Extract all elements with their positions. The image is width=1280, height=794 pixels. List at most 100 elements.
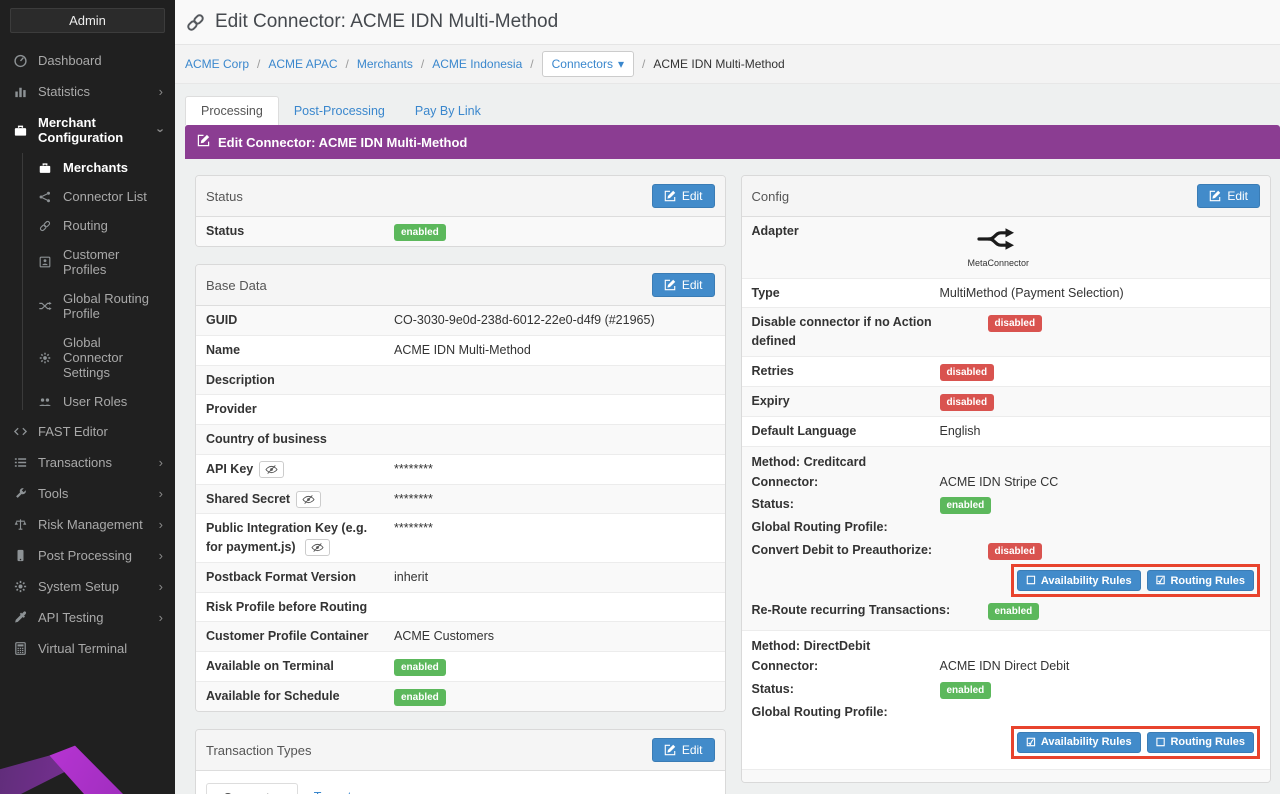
list-icon bbox=[12, 455, 28, 470]
connectors-dropdown-button[interactable]: Connectors ▾ bbox=[541, 51, 635, 77]
chevron-right-icon: › bbox=[158, 548, 163, 563]
edit-icon bbox=[197, 134, 210, 150]
connectors-dropdown-label: Connectors bbox=[551, 57, 613, 71]
sidebar-item-transactions[interactable]: Transactions › bbox=[0, 447, 175, 478]
sidebar-item-dashboard[interactable]: Dashboard bbox=[0, 45, 175, 76]
metaconnector-icon bbox=[977, 228, 1015, 250]
sidebar-item-risk-management[interactable]: Risk Management › bbox=[0, 509, 175, 540]
tab-post-processing[interactable]: Post-Processing bbox=[293, 104, 385, 118]
sidebar-item-virtual-terminal[interactable]: Virtual Terminal bbox=[0, 633, 175, 664]
breadcrumb-separator: / bbox=[642, 57, 646, 71]
merchant-configuration-submenu: Merchants Connector List Routing Custome… bbox=[0, 153, 175, 416]
sidebar-item-tools[interactable]: Tools › bbox=[0, 478, 175, 509]
checkbox-unchecked-icon: ☐ bbox=[1155, 736, 1166, 749]
sidebar-item-fast-editor[interactable]: FAST Editor bbox=[0, 416, 175, 447]
data-row-country-of-business: Country of business bbox=[196, 424, 725, 454]
data-row-provider: Provider bbox=[196, 394, 725, 424]
reveal-api-key-button[interactable] bbox=[259, 460, 285, 478]
sidebar-item-merchant-configuration[interactable]: Merchant Configuration › bbox=[0, 107, 175, 153]
routing-rules-button[interactable]: ☑ Routing Rules bbox=[1146, 570, 1254, 591]
highlight-box-directdebit-rules: ☑ Availability Rules ☐ Routing Rules bbox=[1011, 725, 1260, 759]
breadcrumb-link-acme-corp[interactable]: ACME Corp bbox=[185, 57, 250, 71]
data-row-public-integration-key: Public Integration Key (e.g. for payment… bbox=[196, 513, 725, 562]
panel-title: Transaction Types bbox=[206, 742, 312, 758]
adapter-logo: MetaConnector bbox=[940, 222, 1029, 273]
status-badge: disabled bbox=[939, 363, 995, 381]
tab-pay-by-link[interactable]: Pay By Link bbox=[414, 104, 481, 118]
bar-chart-icon bbox=[12, 84, 28, 99]
reveal-shared-secret-button[interactable] bbox=[296, 490, 322, 508]
base-data-panel: Base Data Edit GUID CO-3030-9e0d-238d-60… bbox=[195, 264, 726, 712]
page-title: Edit Connector: ACME IDN Multi-Method bbox=[215, 11, 559, 32]
left-column: Status Edit Status enabled bbox=[195, 175, 726, 794]
availability-rules-button[interactable]: ☐ Availability Rules bbox=[1017, 570, 1141, 591]
sidebar-item-customer-profiles[interactable]: Customer Profiles bbox=[0, 240, 175, 284]
data-row-disable-connector: Disable connector if no Action defined d… bbox=[741, 307, 1270, 356]
breadcrumb-separator: / bbox=[530, 57, 534, 71]
checkbox-checked-icon: ☑ bbox=[1026, 736, 1036, 749]
caret-down-icon: ▾ bbox=[617, 57, 625, 71]
breadcrumb-separator: / bbox=[420, 57, 425, 71]
address-book-icon bbox=[37, 255, 53, 270]
sidebar-item-user-roles[interactable]: User Roles bbox=[0, 387, 175, 416]
sidebar-item-statistics[interactable]: Statistics › bbox=[0, 76, 175, 107]
tab-connector[interactable]: Connector bbox=[206, 783, 298, 794]
tab-bar: Processing Post-Processing Pay By Link bbox=[175, 84, 1280, 125]
share-nodes-icon bbox=[37, 189, 53, 204]
sidebar-item-post-processing[interactable]: Post Processing › bbox=[0, 540, 175, 571]
sidebar-item-routing[interactable]: Routing bbox=[0, 211, 175, 240]
panel-title: Base Data bbox=[206, 277, 267, 293]
scales-icon bbox=[12, 517, 28, 532]
wrench-icon bbox=[12, 486, 28, 501]
status-edit-button[interactable]: Edit bbox=[651, 184, 715, 208]
availability-rules-button[interactable]: ☑ Availability Rules bbox=[1017, 731, 1141, 753]
row-label: Status bbox=[206, 224, 245, 238]
right-column: Config Edit Adapter MetaCon bbox=[740, 175, 1271, 783]
data-row-status: Status enabled bbox=[196, 217, 725, 246]
transaction-types-body: Connector Tenant Enabled Transaction Typ… bbox=[196, 771, 725, 794]
gear-icon bbox=[37, 350, 53, 365]
sidebar-item-api-testing[interactable]: API Testing › bbox=[0, 602, 175, 633]
edit-connector-banner: Edit Connector: ACME IDN Multi-Method bbox=[185, 125, 1280, 159]
users-icon bbox=[37, 394, 53, 409]
status-badge: disabled bbox=[987, 543, 1043, 560]
data-row-postback-format-version: Postback Format Version inherit bbox=[196, 561, 725, 592]
sidebar: Admin Dashboard Statistics › Merchant Co… bbox=[0, 0, 175, 794]
sidebar-item-label: Virtual Terminal bbox=[38, 641, 128, 656]
banner-title: Edit Connector: ACME IDN Multi-Method bbox=[218, 134, 468, 150]
status-badge: enabled bbox=[394, 224, 446, 241]
calculator-icon bbox=[12, 641, 28, 656]
method-block-directdebit: Method: DirectDebit Connector: ACME IDN D… bbox=[741, 630, 1270, 769]
admin-button[interactable]: Admin bbox=[10, 8, 165, 33]
base-data-edit-button[interactable]: Edit bbox=[651, 273, 715, 297]
sidebar-item-merchants[interactable]: Merchants bbox=[0, 153, 175, 182]
chevron-right-icon: › bbox=[158, 579, 163, 594]
tab-processing[interactable]: Processing bbox=[185, 96, 279, 125]
routing-rules-button[interactable]: ☐ Routing Rules bbox=[1146, 731, 1254, 753]
data-row-retries: Retries disabled bbox=[741, 355, 1270, 386]
chevron-right-icon: › bbox=[158, 610, 163, 625]
breadcrumb-link-acme-apac[interactable]: ACME APAC bbox=[268, 57, 338, 71]
sidebar-item-label: Routing bbox=[63, 218, 108, 233]
transaction-types-panel: Transaction Types Edit Connector Tenant … bbox=[195, 729, 726, 794]
link-icon bbox=[37, 218, 53, 233]
sidebar-item-global-routing-profile[interactable]: Global Routing Profile bbox=[0, 284, 175, 328]
chevron-right-icon: › bbox=[158, 84, 163, 99]
config-panel: Config Edit Adapter MetaCon bbox=[740, 175, 1271, 783]
config-edit-button[interactable]: Edit bbox=[1197, 184, 1260, 208]
sidebar-item-label: Post Processing bbox=[38, 548, 132, 563]
status-badge: enabled bbox=[939, 497, 992, 515]
transaction-types-tabs: Connector Tenant bbox=[206, 783, 715, 794]
reveal-public-key-button[interactable] bbox=[305, 539, 331, 557]
checkbox-unchecked-icon: ☐ bbox=[1026, 575, 1036, 587]
sidebar-item-connector-list[interactable]: Connector List bbox=[0, 182, 175, 211]
code-icon bbox=[12, 424, 28, 439]
tab-tenant[interactable]: Tenant bbox=[298, 783, 368, 794]
panel-title: Status bbox=[206, 188, 243, 204]
data-row-customer-profile-container: Customer Profile Container ACME Customer… bbox=[196, 621, 725, 651]
transaction-types-edit-button[interactable]: Edit bbox=[651, 738, 715, 762]
breadcrumb-link-acme-indonesia[interactable]: ACME Indonesia bbox=[432, 57, 523, 71]
sidebar-item-system-setup[interactable]: System Setup › bbox=[0, 571, 175, 602]
breadcrumb-link-merchants[interactable]: Merchants bbox=[356, 57, 413, 71]
sidebar-item-global-connector-settings[interactable]: Global Connector Settings bbox=[0, 328, 175, 387]
